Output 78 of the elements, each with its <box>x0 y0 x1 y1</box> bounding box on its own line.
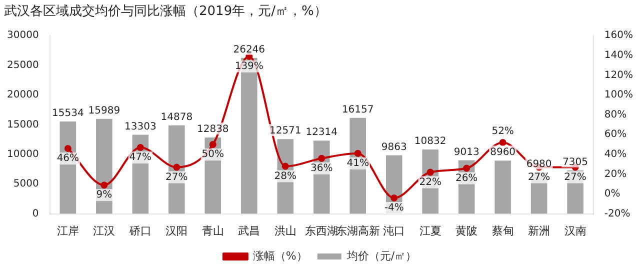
bar <box>494 160 511 214</box>
y-tick-label: 0 <box>32 208 39 220</box>
x-tick-label: 东西湖 <box>305 224 338 238</box>
x-tick-label: 江夏 <box>419 224 442 238</box>
data-label: 27% <box>564 172 586 183</box>
x-tick-label: 洪山 <box>274 224 296 238</box>
data-label: 13303 <box>124 121 156 132</box>
y2-tick-label: 100% <box>604 90 634 101</box>
x-tick-label: 青山 <box>202 224 224 238</box>
point <box>354 150 362 157</box>
data-label: 26% <box>455 172 478 184</box>
point <box>282 162 289 170</box>
point <box>390 194 398 202</box>
data-label: 139% <box>234 60 264 72</box>
x-tick-label: 汉南 <box>564 224 586 238</box>
y2-tick-label: 80% <box>604 109 627 120</box>
x-tick-label: 江岸 <box>56 224 79 238</box>
x-tick-label: 硚口 <box>128 224 152 238</box>
y-tick-label: 25000 <box>7 60 39 71</box>
point <box>64 144 72 152</box>
x-tick-label: 黄陂 <box>456 224 478 238</box>
point <box>173 164 180 171</box>
y2-tick-label: -20% <box>604 208 630 220</box>
y2-tick-label: 20% <box>604 168 627 180</box>
y-tick-label: 30000 <box>7 30 39 42</box>
data-label: 9863 <box>381 142 407 153</box>
data-label: 22% <box>419 176 442 188</box>
y2-tick-label: 140% <box>604 50 634 61</box>
data-label: 28% <box>274 170 296 182</box>
x-tick-label: 江汉 <box>93 224 116 238</box>
data-label: 50% <box>202 149 224 160</box>
point <box>426 168 434 176</box>
x-tick-label: 新洲 <box>528 224 550 238</box>
data-label: 27% <box>528 172 550 183</box>
y2-tick-label: 60% <box>604 129 627 140</box>
data-label: 41% <box>346 158 369 170</box>
data-label: 9% <box>96 190 112 201</box>
point <box>499 139 506 146</box>
point <box>463 164 470 172</box>
data-label: 12314 <box>306 127 338 138</box>
x-tick-label: 蔡甸 <box>492 224 514 238</box>
chart-title: 武汉各区域成交均价与同比涨幅（2019年，元/㎡，%） <box>4 3 327 20</box>
y-tick-label: 10000 <box>7 148 39 160</box>
x-tick-label: 东湖高新 <box>336 224 380 238</box>
y-tick-label: 20000 <box>7 90 39 101</box>
x-tick-label: 武昌 <box>238 224 260 238</box>
data-label: 26246 <box>233 44 266 56</box>
data-label: 9013 <box>454 146 480 158</box>
data-label: 6980 <box>526 158 552 170</box>
point <box>136 144 144 151</box>
data-label: 15534 <box>52 108 84 120</box>
y2-tick-label: 40% <box>604 148 627 160</box>
x-tick-label: 汉阳 <box>166 224 188 238</box>
data-label: 12838 <box>196 124 229 136</box>
point <box>318 154 326 162</box>
data-label: 12571 <box>269 126 302 137</box>
data-label: 47% <box>129 152 152 164</box>
x-tick-label: 沌口 <box>383 224 406 238</box>
data-label: -4% <box>384 202 404 214</box>
y-tick-label: 5000 <box>13 178 39 190</box>
legend-label: 涨幅（%） <box>252 249 308 262</box>
data-label: 27% <box>166 172 188 183</box>
data-label: 7305 <box>562 157 588 168</box>
data-label: 8960 <box>490 147 516 158</box>
point <box>209 141 216 148</box>
data-label: 14878 <box>160 112 193 124</box>
data-label: 52% <box>492 126 514 138</box>
y-tick-label: 15000 <box>7 119 39 130</box>
y2-tick-label: 120% <box>604 70 634 81</box>
point <box>100 182 108 189</box>
data-label: 10832 <box>414 136 446 148</box>
data-label: 36% <box>310 162 333 174</box>
data-label: 15989 <box>88 105 120 116</box>
data-label: 46% <box>56 153 80 164</box>
y2-tick-label: 160% <box>604 30 634 42</box>
data-label: 16157 <box>342 104 374 116</box>
legend-label: 均价（元/㎡） <box>346 249 417 262</box>
y2-tick-label: 0% <box>604 188 620 200</box>
